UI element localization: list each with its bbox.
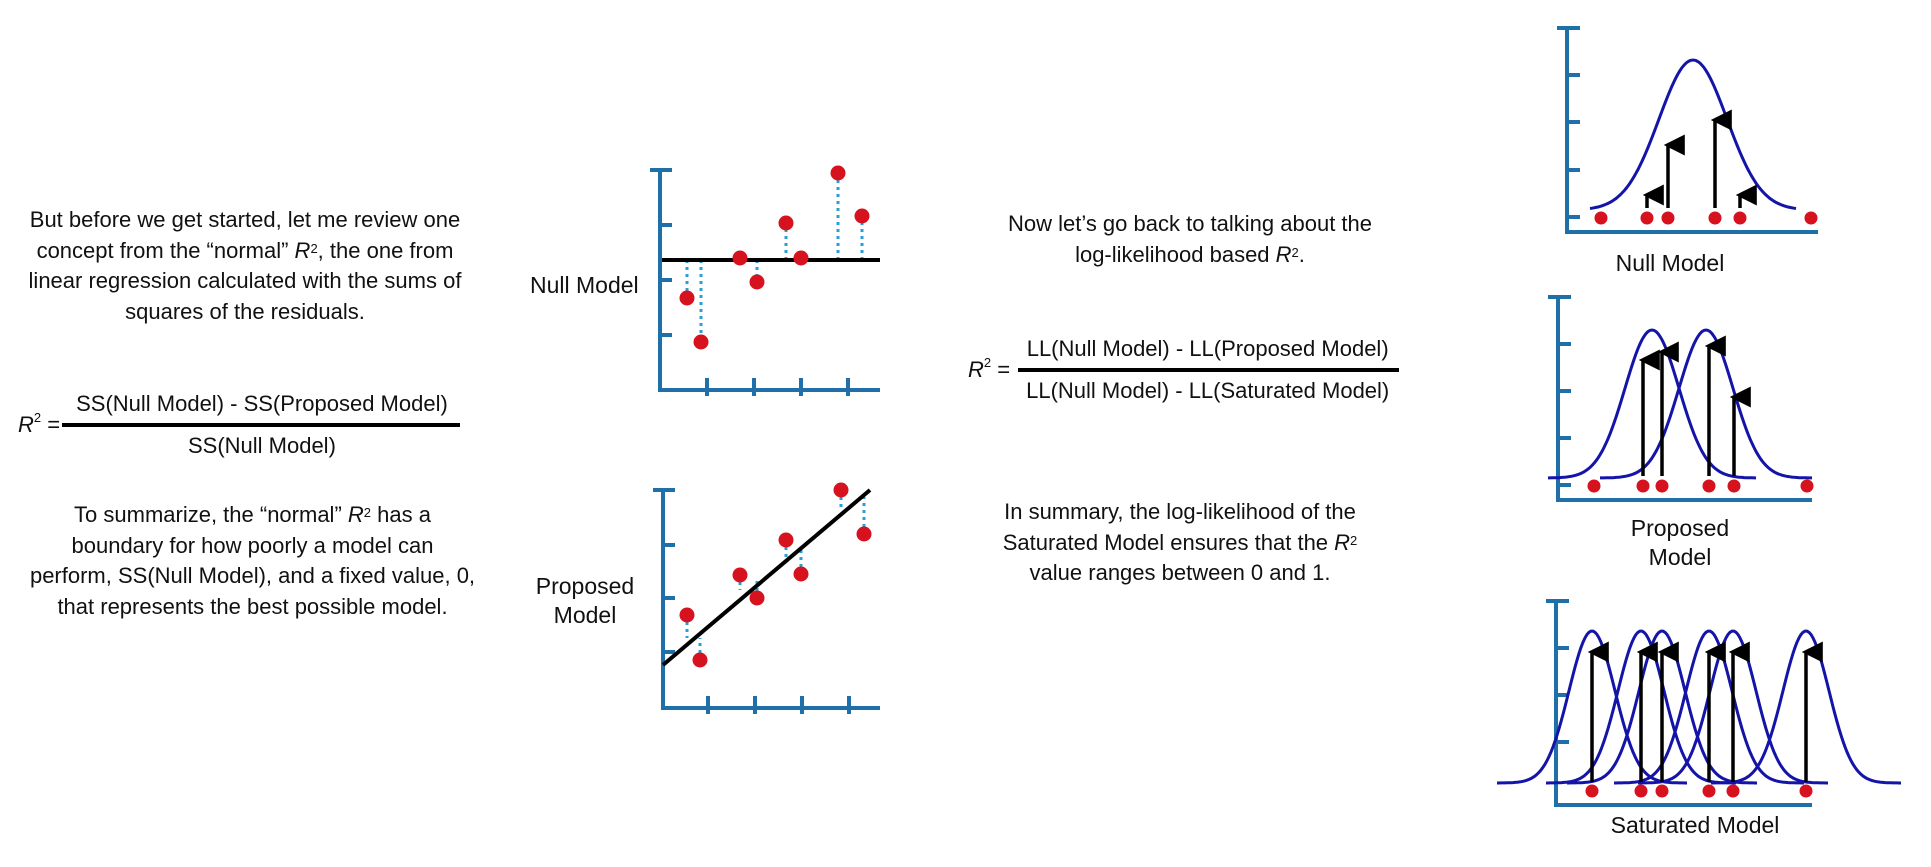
null-model-curve-label: Null Model — [1615, 250, 1725, 276]
data-points — [1587, 479, 1814, 493]
y-ticks — [650, 168, 672, 337]
normal-curve — [1614, 629, 1804, 785]
summary-middle-line-1: In summary, the log-likelihood of the — [1004, 499, 1356, 524]
formula-denominator: LL(Null Model) - LL(Saturated Model) — [1026, 378, 1390, 403]
intro-line-1: But before we get started, let me review… — [29, 207, 461, 232]
normal-curve — [1548, 328, 1756, 480]
likelihood-arrows — [1587, 641, 1823, 782]
formula-lhs: R2 = — [968, 355, 1011, 382]
summary-left-line-1: To summarize, the “normal” R2 has a — [74, 502, 431, 527]
null-model-likelihood-plot — [1557, 26, 1818, 234]
proposed-model-curve-label: Proposed Model — [1630, 515, 1730, 570]
saturated-model-curve-label: Saturated Model — [1610, 812, 1780, 838]
data-points — [679, 165, 870, 350]
regression-line — [661, 488, 872, 667]
formula-denominator: SS(Null Model) — [187, 433, 336, 458]
y-axis — [658, 170, 880, 392]
summary-left-line-3: perform, SS(Null Model), and a fixed val… — [29, 563, 476, 588]
normal-curve — [1497, 629, 1687, 785]
null-model-scatter-plot — [650, 165, 880, 396]
summary-left-line-4: that represents the best possible model. — [57, 593, 448, 619]
intro-text: But before we get started, let me review… — [0, 205, 490, 327]
middle-intro-text: Now let’s go back to talking about the l… — [940, 209, 1440, 270]
proposed-model-likelihood-plot — [1548, 295, 1814, 502]
proposed-model-scatter-label: Proposed Model — [535, 573, 635, 628]
axis — [1556, 297, 1812, 502]
normal-curve — [1546, 629, 1736, 785]
null-model-scatter-label: Null Model — [530, 272, 639, 298]
summary-left-text: To summarize, the “normal” R2 has a boun… — [0, 500, 505, 622]
y-ticks — [1548, 295, 1571, 487]
normal-curve — [1711, 629, 1901, 785]
y-ticks — [653, 488, 675, 654]
summary-middle-text: In summary, the log-likelihood of the Sa… — [930, 497, 1430, 589]
middle-intro-line-1: Now let’s go back to talking about the — [1007, 211, 1373, 236]
fraction-bar — [1018, 368, 1400, 372]
summary-middle-line-3: value ranges between 0 and 1. — [1029, 560, 1331, 585]
x-ticks — [705, 378, 850, 396]
ss-r-squared-formula: R2 = SS(Null Model) - SS(Proposed Model)… — [18, 390, 460, 460]
intro-line-3: linear regression calculated with the su… — [28, 268, 462, 293]
proposed-model-scatter-plot — [653, 482, 880, 714]
normal-curve — [1638, 629, 1828, 785]
middle-intro-line-2: log-likelihood based R2. — [1075, 241, 1305, 267]
normal-curve — [1600, 328, 1812, 480]
likelihood-arrows — [1638, 335, 1751, 476]
formula-numerator: SS(Null Model) - SS(Proposed Model) — [76, 391, 448, 416]
normal-curve — [1589, 58, 1797, 210]
intro-line-2: concept from the “normal” R2, the one fr… — [36, 237, 454, 263]
summary-left-line-2: boundary for how poorly a model can — [71, 532, 434, 558]
y-ticks — [1557, 26, 1580, 219]
formula-lhs: R2 = — [18, 410, 61, 437]
ll-r-squared-formula: R2 = LL(Null Model) - LL(Proposed Model)… — [968, 335, 1400, 405]
axis — [1554, 601, 1812, 807]
fraction-bar — [62, 423, 460, 427]
summary-middle-line-2: Saturated Model ensures that the R2 — [1002, 529, 1358, 555]
x-ticks — [706, 696, 851, 714]
formula-numerator: LL(Null Model) - LL(Proposed Model) — [1026, 336, 1389, 361]
data-points — [1585, 784, 1813, 798]
axis — [1565, 28, 1818, 234]
data-points — [1594, 211, 1818, 225]
residual-lines — [685, 173, 864, 342]
data-points — [679, 482, 872, 668]
y-axis — [661, 490, 880, 710]
intro-line-4: squares of the residuals. — [125, 298, 365, 324]
normal-curve — [1567, 629, 1757, 785]
saturated-model-likelihood-plot — [1497, 599, 1901, 807]
likelihood-arrows — [1642, 109, 1757, 208]
